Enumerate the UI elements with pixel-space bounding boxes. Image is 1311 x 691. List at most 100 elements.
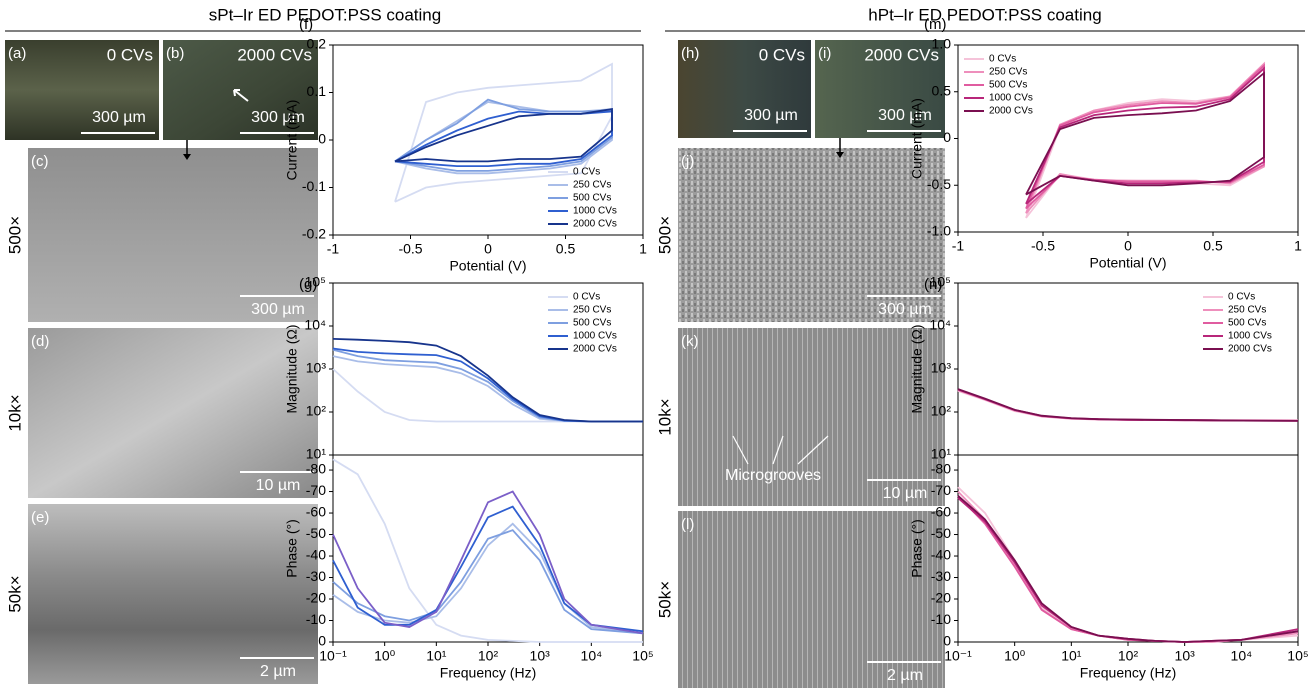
micrograph <box>678 148 945 322</box>
series-line <box>957 390 1298 422</box>
x-tick-label: 10³ <box>1175 648 1196 664</box>
series-line <box>332 338 643 423</box>
magnification-label: 500× <box>5 216 24 254</box>
y-axis-label: Current (mA) <box>284 100 300 181</box>
y-tick-label: 10³ <box>306 360 327 376</box>
x-tick-label: 10¹ <box>1061 648 1082 664</box>
x-tick-label: 10⁵ <box>632 648 653 664</box>
scale-bar-label: 300 µm <box>744 107 798 124</box>
annotation-pointer <box>772 435 784 465</box>
scale-bar-label: 2 µm <box>887 667 923 684</box>
panel-label: (k) <box>681 333 699 350</box>
x-tick-label: -1 <box>327 241 340 257</box>
legend-label: 250 CVs <box>573 305 611 316</box>
panel-label: (e) <box>31 509 49 526</box>
defect-arrow <box>233 89 249 102</box>
micrograph <box>678 511 945 688</box>
series-line <box>394 108 613 163</box>
scale-bar-label: 300 µm <box>251 109 305 126</box>
scale-bar-label: 300 µm <box>878 107 932 124</box>
x-tick-label: -0.5 <box>1031 238 1055 254</box>
y-tick-label: 1.0 <box>932 36 952 52</box>
chart: -1.0 -0.5 0 0.5 1.0 -1 -0.5 0 0.5 1 Potential (V) C… <box>909 16 1302 271</box>
series-line <box>957 490 1299 643</box>
panel-caption: 0 CVs <box>107 45 153 64</box>
series-line <box>957 389 1299 422</box>
y-tick-label: 10¹ <box>306 446 327 462</box>
legend-label: 2000 CVs <box>573 219 617 230</box>
panel-label: (i) <box>818 45 831 62</box>
plot-frame <box>957 454 1299 643</box>
link-arrow-head <box>183 154 191 160</box>
magnification-label: 500× <box>655 216 674 254</box>
scale-bar-label: 10 µm <box>883 485 928 502</box>
y-axis-label: Magnitude (Ω) <box>284 324 300 413</box>
micrograph <box>28 328 318 498</box>
panel-caption: 2000 CVs <box>237 45 312 64</box>
magnification-label: 10k× <box>5 394 24 431</box>
magnification-label: 50k× <box>5 575 24 612</box>
series-line <box>332 355 643 423</box>
legend-label: 500 CVs <box>573 193 611 204</box>
chart: 10¹ 10² 10³ 10⁴ 10⁵ Magnitude (Ω) (g) 0 CVs 250 … <box>284 274 644 462</box>
y-tick-label: -0.2 <box>302 226 326 242</box>
y-tick-label: -1.0 <box>927 223 951 239</box>
y-tick-label: 0.5 <box>932 82 952 98</box>
legend-label: 0 CVs <box>1228 292 1255 303</box>
y-tick-label: 0.2 <box>307 36 327 52</box>
legend-label: 500 CVs <box>989 80 1027 91</box>
panel-label: (c) <box>31 153 49 170</box>
y-tick-label: -80 <box>931 461 951 477</box>
panel-label: (h) <box>681 45 699 62</box>
y-tick-label: 10² <box>931 403 952 419</box>
y-tick-label: -50 <box>931 525 951 541</box>
chart: 10¹ 10² 10³ 10⁴ 10⁵ Magnitude (Ω) (n) 0 CVs 250 … <box>909 274 1299 462</box>
annotation-pointer <box>797 435 829 465</box>
series-line <box>1025 61 1265 214</box>
series-line <box>332 529 644 635</box>
legend-label: 0 CVs <box>573 292 600 303</box>
x-tick-label: 10⁰ <box>1004 648 1026 664</box>
micrograph <box>678 40 811 138</box>
micrograph <box>678 328 945 506</box>
y-tick-label: -40 <box>306 547 326 563</box>
y-tick-label: -0.1 <box>302 178 326 194</box>
x-tick-label: 10³ <box>530 648 551 664</box>
y-tick-label: -20 <box>306 590 326 606</box>
x-axis-label: Frequency (Hz) <box>440 665 536 681</box>
y-axis-label: Phase (°) <box>284 519 300 578</box>
x-tick-label: 0 <box>1124 238 1132 254</box>
series-line <box>1025 66 1265 219</box>
series-line <box>957 497 1299 643</box>
y-axis-label: Phase (°) <box>909 519 925 578</box>
legend-label: 2000 CVs <box>1228 344 1272 355</box>
series-line <box>957 388 1298 422</box>
series-line <box>332 505 644 633</box>
panel-label: (b) <box>166 45 184 62</box>
y-tick-label: -40 <box>931 547 951 563</box>
x-tick-label: 10² <box>478 648 499 664</box>
x-tick-label: 0.5 <box>1203 238 1223 254</box>
y-tick-label: 10² <box>306 403 327 419</box>
series-line <box>394 101 613 175</box>
series-line <box>332 490 644 635</box>
y-axis-label: Current (mA) <box>909 98 925 179</box>
chart: 0 -10 -20 -30 -40 -50 -60 -70 -80 10⁻¹ 10⁰ 10¹ 10² 10… <box>909 454 1309 681</box>
panel-label: (m) <box>924 16 947 33</box>
x-tick-label: -1 <box>952 238 965 254</box>
scale-bar-label: 300 µm <box>878 301 932 318</box>
right-title: hPt–Ir ED PEDOT:PSS coating <box>868 5 1101 24</box>
legend-label: 250 CVs <box>989 67 1027 78</box>
legend-label: 250 CVs <box>1228 305 1266 316</box>
x-tick-label: 0 <box>484 241 492 257</box>
legend-label: 1000 CVs <box>573 206 617 217</box>
series-line <box>957 495 1299 643</box>
scale-bar-label: 2 µm <box>260 663 296 680</box>
y-tick-label: -30 <box>931 568 951 584</box>
panel-label: (g) <box>299 276 317 293</box>
series-line <box>957 388 1299 422</box>
panel-label: (f) <box>299 16 313 33</box>
x-tick-label: 10⁻¹ <box>944 648 972 664</box>
magnification-label: 50k× <box>655 581 674 618</box>
